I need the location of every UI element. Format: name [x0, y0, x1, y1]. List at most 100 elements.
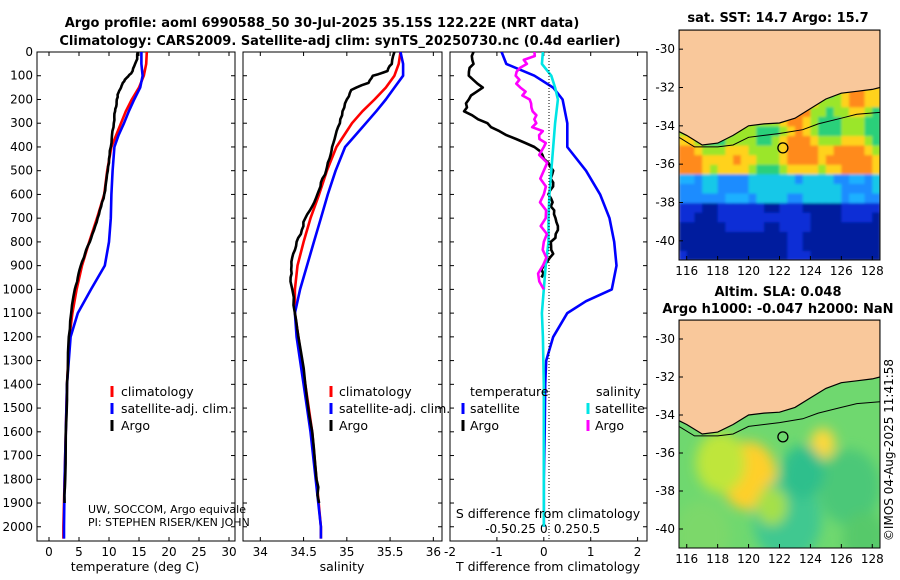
sst-cell	[818, 221, 827, 232]
sst-cell	[864, 135, 873, 146]
map-y-tick-label: -32	[655, 370, 675, 384]
sst-cell	[856, 125, 866, 137]
sst-cell	[679, 145, 688, 156]
map-x-tick-label: 122	[768, 264, 791, 278]
sst-cell	[748, 173, 757, 184]
map-y-tick-label: -38	[655, 484, 675, 498]
sst-cell	[849, 221, 858, 232]
sst-cell	[709, 221, 719, 232]
y-tick-label: 500	[10, 164, 33, 178]
s-tick-label: 0.5	[581, 522, 600, 536]
sst-cell	[802, 106, 812, 117]
sst-cell	[833, 212, 842, 223]
sst-cell	[864, 173, 873, 184]
y-tick-label: 1500	[2, 401, 33, 415]
sst-cell	[841, 97, 850, 108]
sst-cell	[872, 154, 880, 165]
sst-cell	[733, 145, 742, 156]
x-tick-label: 0	[45, 545, 53, 559]
sst-cell	[856, 87, 866, 98]
sst-cell	[771, 192, 781, 204]
sst-cell	[702, 192, 711, 204]
sst-cell	[872, 221, 880, 232]
sst-cell	[802, 164, 812, 175]
sla-anomaly	[679, 500, 731, 548]
sla-field	[679, 428, 880, 548]
x-tick-label: -1	[491, 545, 503, 559]
sst-cell	[771, 154, 781, 165]
legend-label-satellite: satellite-adj. clim.	[121, 401, 232, 416]
y-tick-label: 1700	[2, 449, 33, 463]
salinity-legend: climatology satellite-adj. clim. Argo	[329, 384, 450, 433]
sst-cell	[733, 202, 742, 213]
sst-cell	[856, 231, 866, 242]
sst-cell	[694, 183, 703, 194]
sst-cell	[764, 154, 773, 165]
map-y-tick-label: -38	[655, 196, 675, 210]
sst-cell	[740, 183, 750, 194]
sst-cell	[694, 240, 703, 252]
difference-legend: temperature salinity satellite Argo sate…	[461, 384, 645, 433]
sst-cell	[771, 231, 781, 242]
sst-cell	[771, 221, 781, 232]
sst-cell	[833, 125, 842, 137]
sst-cell	[810, 183, 819, 194]
sst-cell	[702, 212, 711, 223]
sst-cell	[794, 240, 804, 252]
y-tick-label: 300	[10, 116, 33, 130]
sst-cell	[810, 192, 819, 204]
sst-cell	[725, 231, 734, 242]
sst-cell	[810, 154, 819, 165]
sst-cell	[740, 154, 750, 165]
sst-cell	[694, 145, 703, 156]
sst-cell	[756, 250, 765, 260]
sst-cell	[864, 183, 873, 194]
sst-cell	[733, 154, 742, 165]
isobath-contour	[679, 111, 880, 148]
sst-cell	[849, 231, 858, 242]
temperature-legend: climatology satellite-adj. clim. Argo	[110, 384, 232, 433]
tick-layer: 0100200300400500600700800900100011001200…	[2, 45, 647, 559]
sst-cell	[686, 183, 696, 194]
sst-cell	[841, 221, 850, 232]
sst-cell	[694, 202, 703, 213]
sst-cell	[872, 125, 880, 137]
sst-cell	[841, 135, 850, 146]
sst-cell	[849, 145, 858, 156]
sst-cell	[725, 202, 734, 213]
sst-cell	[833, 164, 842, 175]
temperature-xlabel: temperature (deg C)	[71, 559, 200, 574]
sst-cell	[856, 173, 866, 184]
legend-label-s-satellite: satellite	[595, 401, 645, 416]
sst-cell	[841, 145, 850, 156]
sst-cell	[818, 231, 827, 242]
sst-cell	[833, 183, 842, 194]
x-tick-label: 2	[634, 545, 642, 559]
sst-cell	[849, 135, 858, 146]
sst-cell	[818, 135, 827, 146]
sst-cell	[679, 192, 688, 204]
sst-cell	[787, 145, 796, 156]
sst-cell	[686, 202, 696, 213]
sla-map-ticks: 116 118 120 122 124 126 128 -30 -32 -34 -36 -38 -40	[655, 332, 883, 566]
sst-cell	[787, 116, 796, 127]
sst-cell	[856, 221, 866, 232]
sst-cell	[849, 183, 858, 194]
sst-cell	[787, 212, 796, 223]
legend-label-t-argo: Argo	[470, 418, 499, 433]
sla-map-title1: Altim. SLA: 0.048	[715, 285, 842, 300]
sst-cell	[740, 202, 750, 213]
sst-cell	[787, 192, 796, 204]
sst-cell	[764, 183, 773, 194]
s-tick-label: 0.25	[554, 522, 581, 536]
sst-cell	[794, 116, 804, 127]
legend-label-argo: Argo	[121, 418, 150, 433]
sst-cell	[810, 164, 819, 175]
sst-cell	[771, 212, 781, 223]
sst-cell	[779, 192, 788, 204]
sst-cell	[872, 135, 880, 146]
sst-cell	[733, 231, 742, 242]
sst-cell	[748, 192, 757, 204]
map-x-tick-label: 126	[830, 264, 853, 278]
series-line-salinity-argo	[514, 52, 549, 291]
